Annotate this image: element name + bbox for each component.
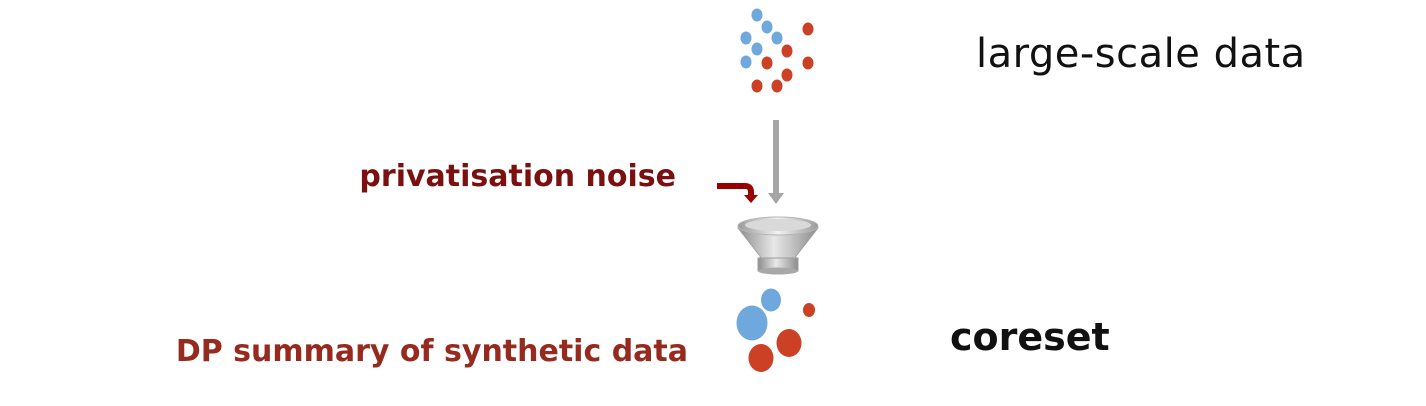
blue-point [761,288,781,312]
red-point [771,79,783,93]
privatisation-noise-label: privatisation noise [359,159,676,194]
blue-point [736,305,768,341]
red-point [802,56,814,70]
blue-point [740,31,752,45]
red-point [776,329,802,357]
blue-point [751,42,763,56]
funnel-icon [737,216,819,275]
blue-point [771,31,783,45]
red-point [781,68,793,82]
red-point [781,44,793,58]
red-point [751,79,763,93]
coreset-points [736,288,815,372]
noise-arrow-icon [717,183,758,203]
red-point [761,56,773,70]
blue-point [761,20,773,34]
large-scale-data-label: large-scale data [976,31,1306,77]
blue-point [740,55,752,69]
dp-summary-label: DP summary of synthetic data [175,334,688,369]
down-arrow-icon [768,120,784,204]
red-point [802,22,814,36]
blue-point [751,8,763,22]
input-data-points [740,8,814,93]
coreset-label: coreset [950,315,1110,359]
red-point [803,303,815,317]
red-point [748,344,774,372]
